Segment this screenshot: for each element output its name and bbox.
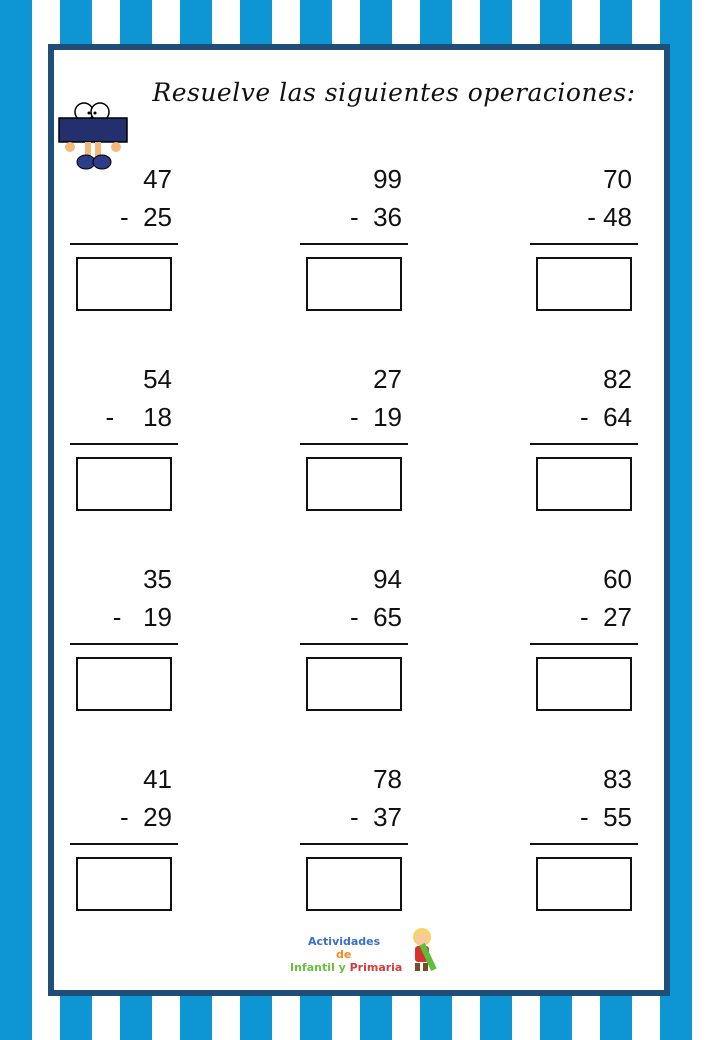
subtrahend: - 19	[349, 402, 402, 432]
result-line	[530, 843, 638, 845]
minuend: 60	[603, 564, 632, 594]
subtraction-problem: 94 - 65	[300, 564, 410, 720]
mascot-icon	[58, 102, 128, 170]
minuend: 99	[373, 164, 402, 194]
answer-box[interactable]	[76, 657, 172, 711]
subtraction-problem: 54 - 18	[70, 364, 180, 520]
minuend: 83	[603, 764, 632, 794]
minuend: 54	[143, 364, 172, 394]
result-line	[300, 443, 408, 445]
subtraction-problem: 60 - 27	[530, 564, 640, 720]
answer-box[interactable]	[306, 657, 402, 711]
answer-box[interactable]	[306, 457, 402, 511]
minuend: 27	[373, 364, 402, 394]
logo-primaria: Primaria	[349, 961, 403, 974]
subtrahend: - 27	[579, 602, 632, 632]
result-line	[300, 843, 408, 845]
minuend: 70	[603, 164, 632, 194]
subtrahend: - 36	[349, 202, 402, 232]
subtrahend: - 29	[119, 802, 172, 832]
logo-line-1: Actividades	[308, 935, 381, 948]
subtrahend: - 19	[112, 602, 172, 632]
minuend: 41	[143, 764, 172, 794]
worksheet-title: Resuelve las siguientes operaciones:	[152, 78, 636, 107]
result-line	[70, 643, 178, 645]
logo-infantil: Infantil y	[290, 961, 350, 974]
minuend: 82	[603, 364, 632, 394]
subtrahend: - 48	[587, 202, 632, 232]
subtraction-problem: 82 - 64	[530, 364, 640, 520]
result-line	[530, 443, 638, 445]
result-line	[530, 643, 638, 645]
answer-box[interactable]	[536, 657, 632, 711]
result-line	[300, 643, 408, 645]
result-line	[530, 243, 638, 245]
subtraction-problem: 27 - 19	[300, 364, 410, 520]
answer-box[interactable]	[536, 257, 632, 311]
answer-box[interactable]	[536, 857, 632, 911]
answer-box[interactable]	[76, 857, 172, 911]
result-line	[70, 243, 178, 245]
answer-box[interactable]	[76, 457, 172, 511]
answer-box[interactable]	[536, 457, 632, 511]
answer-box[interactable]	[306, 857, 402, 911]
subtraction-problem: 41 - 29	[70, 764, 180, 920]
minuend: 35	[143, 564, 172, 594]
subtraction-problem: 70 - 48	[530, 164, 640, 320]
subtrahend: - 55	[579, 802, 632, 832]
answer-box[interactable]	[76, 257, 172, 311]
result-line	[70, 843, 178, 845]
logo-line-2: de	[336, 948, 352, 961]
worksheet: Resuelve las siguientes operaciones: 47 -…	[48, 44, 670, 996]
girl-with-pencil-icon	[413, 928, 437, 971]
result-line	[300, 243, 408, 245]
logo-line-3: Infantil y Primaria	[290, 961, 402, 974]
brand-logo: Actividades de Infantil y Primaria	[286, 925, 446, 981]
minuend: 78	[373, 764, 402, 794]
minuend: 94	[373, 564, 402, 594]
subtraction-problem: 99 - 36	[300, 164, 410, 320]
minuend: 47	[143, 164, 172, 194]
subtrahend: - 18	[105, 402, 172, 432]
subtraction-problem: 35 - 19	[70, 564, 180, 720]
subtrahend: - 65	[349, 602, 402, 632]
result-line	[70, 443, 178, 445]
answer-box[interactable]	[306, 257, 402, 311]
subtraction-problem: 78 - 37	[300, 764, 410, 920]
subtrahend: - 37	[349, 802, 402, 832]
subtrahend: - 25	[119, 202, 172, 232]
subtraction-problem: 83 - 55	[530, 764, 640, 920]
subtraction-problem: 47 - 25	[70, 164, 180, 320]
subtrahend: - 64	[579, 402, 632, 432]
